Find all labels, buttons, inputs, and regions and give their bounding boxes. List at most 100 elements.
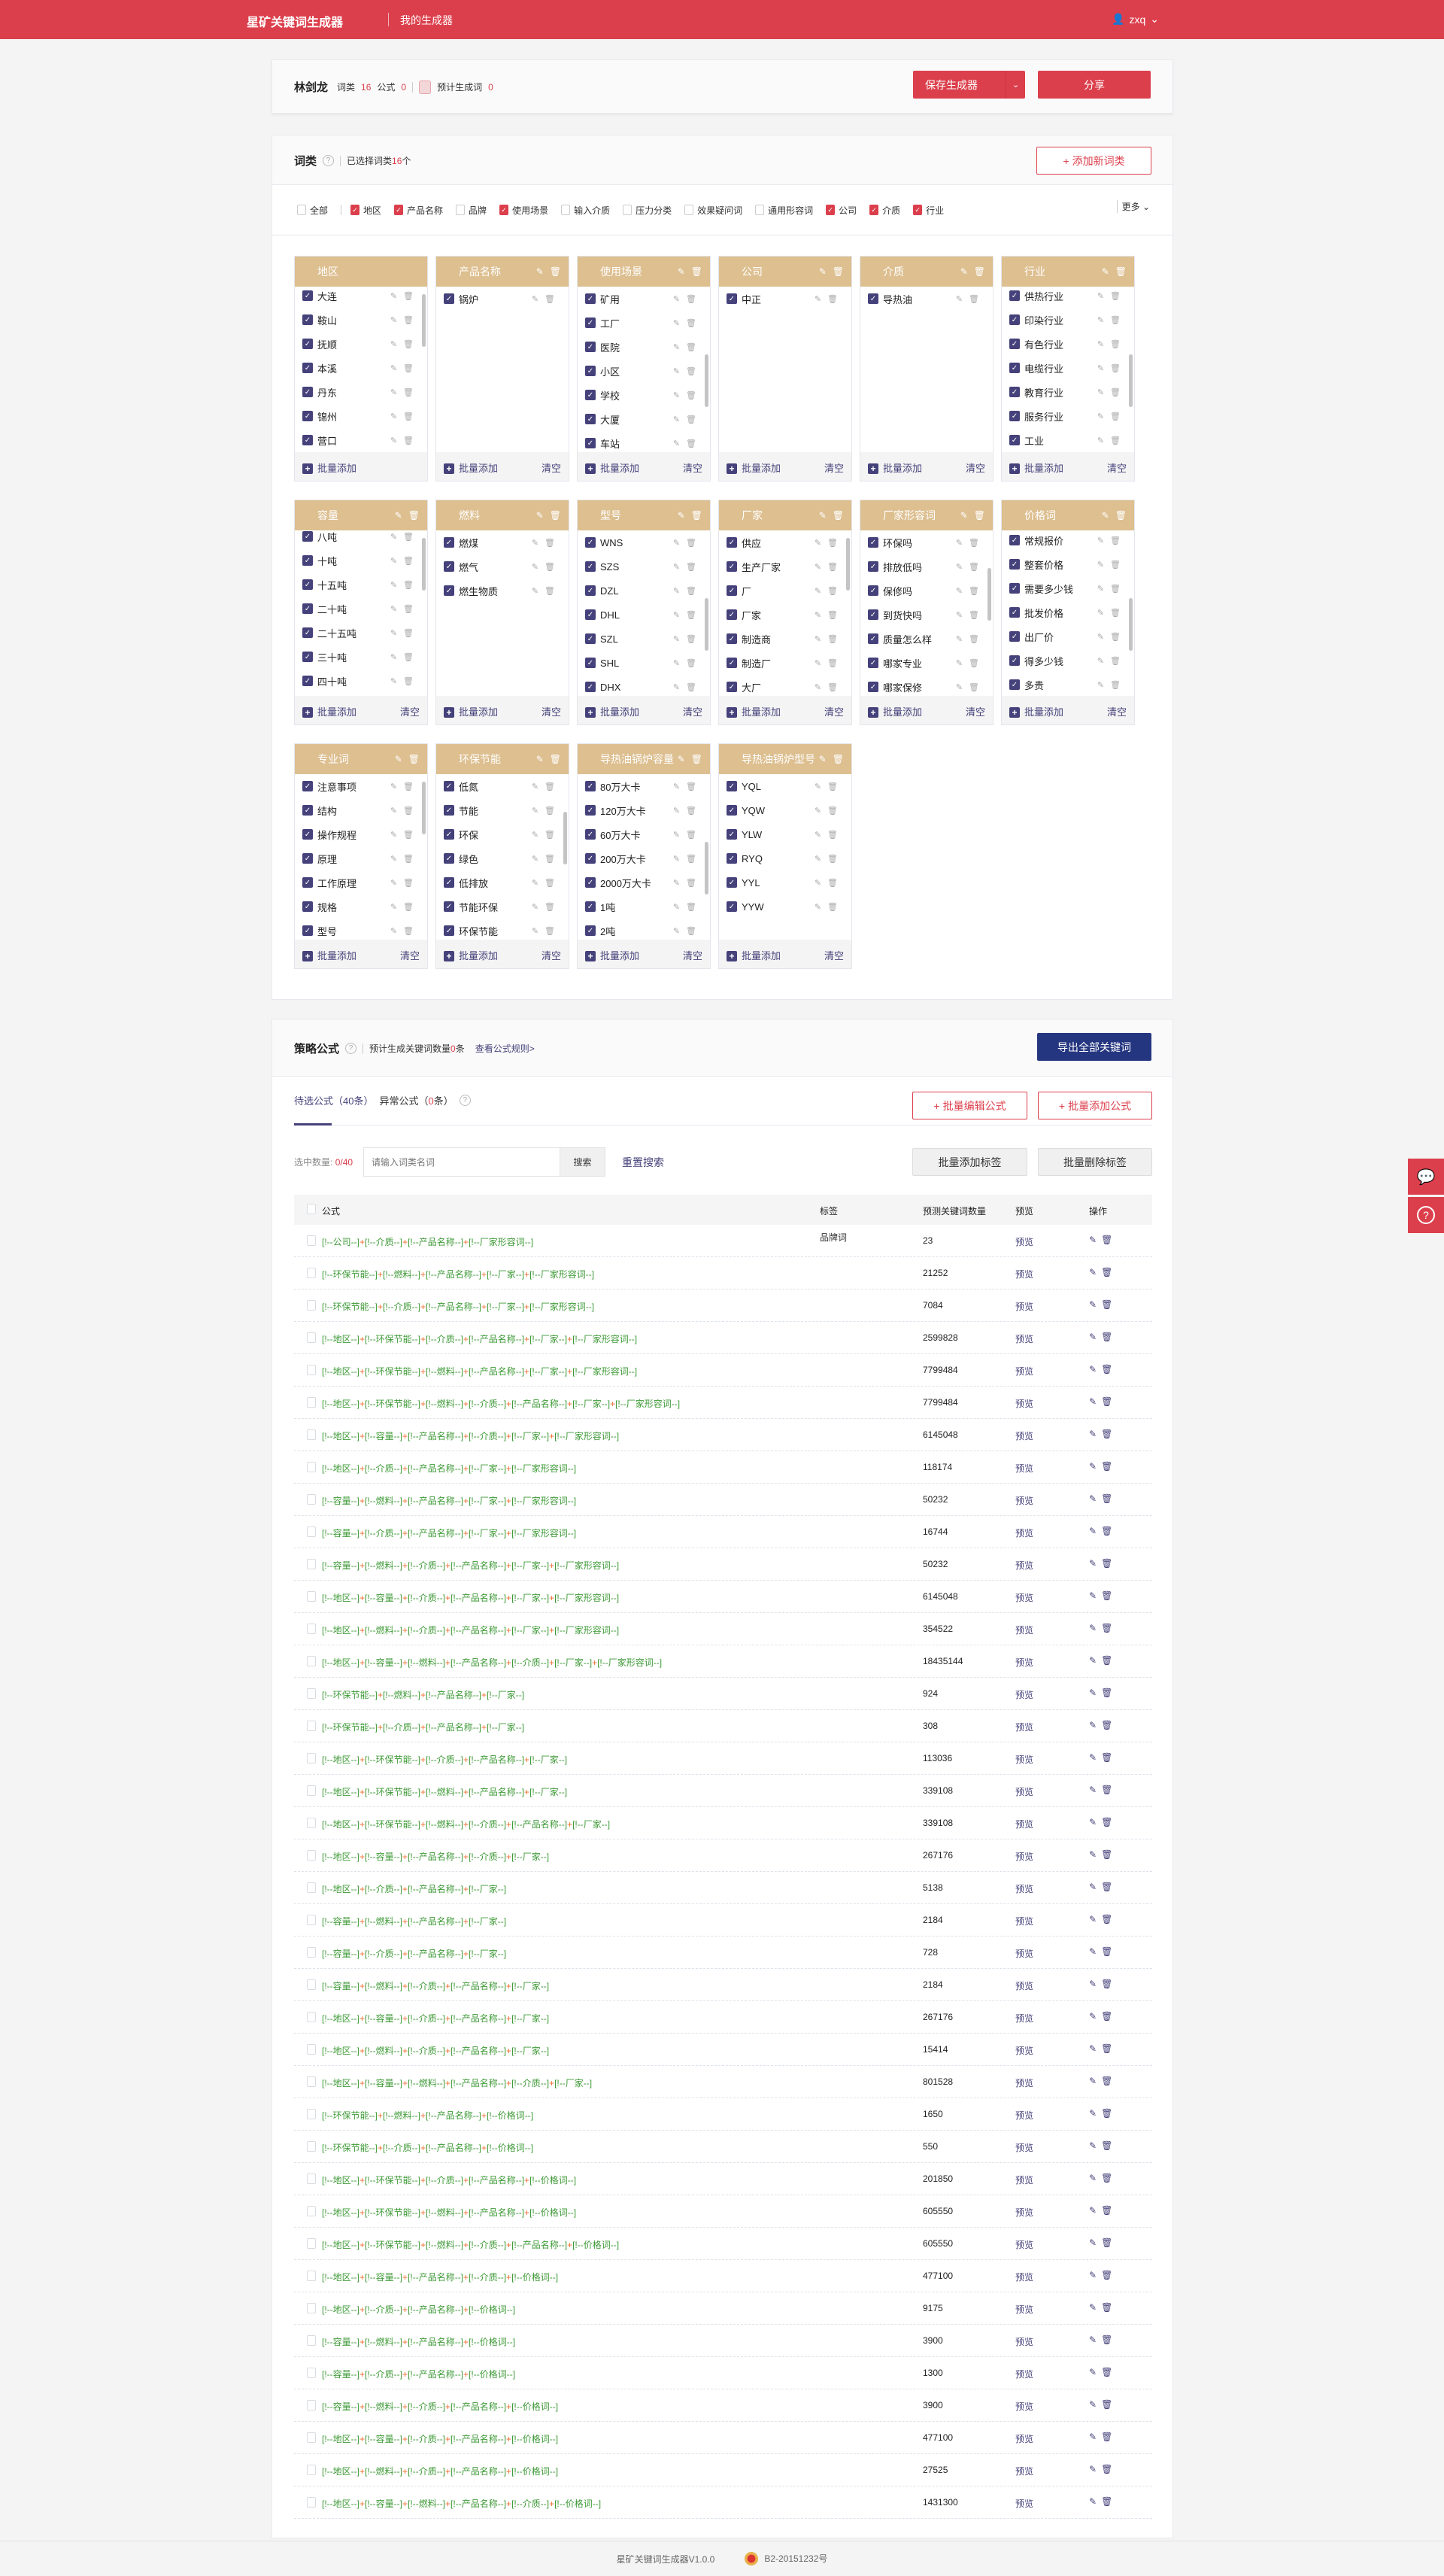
word-checkbox[interactable]: ✓ xyxy=(585,609,596,620)
trash-icon[interactable]: 🗑 xyxy=(686,439,696,448)
edit-icon[interactable]: ✎ xyxy=(1089,1946,1097,1957)
clear-button[interactable]: 清空 xyxy=(682,462,702,474)
word-checkbox[interactable]: ✓ xyxy=(1009,387,1020,397)
trash-icon[interactable]: 🗑 xyxy=(1110,608,1121,618)
edit-icon[interactable]: ✎ xyxy=(814,782,822,791)
edit-icon[interactable]: ✎ xyxy=(531,538,539,548)
trash-icon[interactable]: 🗑 xyxy=(690,754,702,764)
edit-icon[interactable]: ✎ xyxy=(390,902,398,912)
edit-icon[interactable]: ✎ xyxy=(672,318,681,328)
clear-button[interactable]: 清空 xyxy=(399,706,420,718)
preview-link[interactable]: 预览 xyxy=(1015,2240,1034,2250)
word-checkbox[interactable]: ✓ xyxy=(1009,535,1020,545)
word-checkbox[interactable]: ✓ xyxy=(585,901,596,912)
edit-icon[interactable]: ✎ xyxy=(1089,1493,1097,1504)
row-checkbox[interactable] xyxy=(307,2206,316,2216)
row-checkbox[interactable] xyxy=(307,1753,316,1763)
edit-icon[interactable]: ✎ xyxy=(672,342,681,352)
edit-icon[interactable]: ✎ xyxy=(531,878,539,888)
word-checkbox[interactable]: ✓ xyxy=(1009,339,1020,349)
clear-button[interactable]: 清空 xyxy=(1106,706,1127,718)
edit-icon[interactable]: ✎ xyxy=(394,754,402,764)
trash-icon[interactable]: 🗑 xyxy=(1110,560,1121,570)
select-all-checkbox[interactable] xyxy=(307,1204,316,1214)
filter-checkbox[interactable] xyxy=(297,205,306,215)
preview-link[interactable]: 预览 xyxy=(1015,2046,1034,2056)
row-checkbox[interactable] xyxy=(307,1526,316,1537)
trash-icon[interactable]: 🗑 xyxy=(827,538,838,548)
preview-link[interactable]: 预览 xyxy=(1015,1463,1034,1474)
trash-icon[interactable]: 🗑 xyxy=(549,754,561,764)
word-checkbox[interactable]: ✓ xyxy=(727,658,737,668)
row-checkbox[interactable] xyxy=(307,1397,316,1408)
filter-checkbox[interactable] xyxy=(684,205,694,215)
edit-icon[interactable]: ✎ xyxy=(1089,1396,1097,1407)
row-checkbox[interactable] xyxy=(307,2109,316,2119)
trash-icon[interactable]: 🗑 xyxy=(1101,2108,1113,2119)
edit-icon[interactable]: ✎ xyxy=(535,266,544,277)
preview-link[interactable]: 预览 xyxy=(1015,1916,1034,1927)
trash-icon[interactable]: 🗑 xyxy=(1101,1558,1113,1569)
word-checkbox[interactable]: ✓ xyxy=(1009,559,1020,570)
trash-icon[interactable]: 🗑 xyxy=(1101,1364,1113,1375)
word-checkbox[interactable]: ✓ xyxy=(444,853,454,864)
trash-icon[interactable]: 🗑 xyxy=(1110,584,1121,594)
trash-icon[interactable]: 🗑 xyxy=(973,266,985,277)
word-checkbox[interactable]: ✓ xyxy=(727,585,737,596)
scrollbar-thumb[interactable] xyxy=(987,568,991,621)
edit-icon[interactable]: ✎ xyxy=(672,782,681,791)
edit-icon[interactable]: ✎ xyxy=(1097,412,1105,421)
edit-icon[interactable]: ✎ xyxy=(390,412,398,421)
trash-icon[interactable]: 🗑 xyxy=(545,586,555,596)
trash-icon[interactable]: 🗑 xyxy=(686,902,696,912)
edit-icon[interactable]: ✎ xyxy=(390,782,398,791)
word-checkbox[interactable]: ✓ xyxy=(1009,679,1020,690)
trash-icon[interactable]: 🗑 xyxy=(1101,1332,1113,1342)
edit-icon[interactable]: ✎ xyxy=(1097,436,1105,445)
word-checkbox[interactable]: ✓ xyxy=(727,609,737,620)
word-checkbox[interactable]: ✓ xyxy=(585,414,596,424)
word-checkbox[interactable]: ✓ xyxy=(585,658,596,668)
preview-link[interactable]: 预览 xyxy=(1015,2434,1034,2444)
trash-icon[interactable]: 🗑 xyxy=(1101,2043,1113,2054)
edit-icon[interactable]: ✎ xyxy=(955,538,963,548)
edit-icon[interactable]: ✎ xyxy=(535,510,544,521)
trash-icon[interactable]: 🗑 xyxy=(686,782,696,791)
trash-icon[interactable]: 🗑 xyxy=(686,415,696,424)
trash-icon[interactable]: 🗑 xyxy=(827,634,838,644)
preview-link[interactable]: 预览 xyxy=(1015,1593,1034,1603)
edit-icon[interactable]: ✎ xyxy=(1089,2011,1097,2022)
edit-icon[interactable]: ✎ xyxy=(814,562,822,572)
word-checkbox[interactable]: ✓ xyxy=(727,781,737,791)
edit-icon[interactable]: ✎ xyxy=(531,294,539,304)
clear-button[interactable]: 清空 xyxy=(965,462,985,474)
export-all-keywords-button[interactable]: 导出全部关键词 xyxy=(1037,1033,1151,1061)
trash-icon[interactable]: 🗑 xyxy=(1101,1946,1113,1957)
trash-icon[interactable]: 🗑 xyxy=(969,682,979,692)
word-checkbox[interactable]: ✓ xyxy=(302,652,313,662)
trash-icon[interactable]: 🗑 xyxy=(403,315,414,325)
filter-checkbox[interactable]: ✓ xyxy=(350,205,360,215)
word-checkbox[interactable]: ✓ xyxy=(585,805,596,816)
row-checkbox[interactable] xyxy=(307,2012,316,2022)
trash-icon[interactable]: 🗑 xyxy=(403,926,414,936)
trash-icon[interactable]: 🗑 xyxy=(1101,1299,1113,1310)
save-dropdown-chevron-icon[interactable]: ⌄ xyxy=(1006,71,1025,99)
word-checkbox[interactable]: ✓ xyxy=(302,781,313,791)
edit-icon[interactable]: ✎ xyxy=(814,294,822,304)
row-checkbox[interactable] xyxy=(307,2465,316,2475)
filter-产品名称[interactable]: ✓ 产品名称 xyxy=(394,204,443,217)
edit-icon[interactable]: ✎ xyxy=(814,830,822,840)
word-checkbox[interactable]: ✓ xyxy=(868,561,878,572)
preview-link[interactable]: 预览 xyxy=(1015,1269,1034,1280)
edit-icon[interactable]: ✎ xyxy=(1089,2043,1097,2054)
word-checkbox[interactable]: ✓ xyxy=(302,877,313,888)
edit-icon[interactable]: ✎ xyxy=(390,580,398,590)
reset-search-link[interactable]: 重置搜索 xyxy=(622,1156,665,1168)
edit-icon[interactable]: ✎ xyxy=(672,439,681,448)
word-checkbox[interactable]: ✓ xyxy=(302,290,313,301)
trash-icon[interactable]: 🗑 xyxy=(1101,2173,1113,2183)
edit-icon[interactable]: ✎ xyxy=(390,806,398,816)
trash-icon[interactable]: 🗑 xyxy=(1101,2399,1113,2410)
user-menu[interactable]: 👤 zxq ⌄ xyxy=(1112,13,1159,26)
